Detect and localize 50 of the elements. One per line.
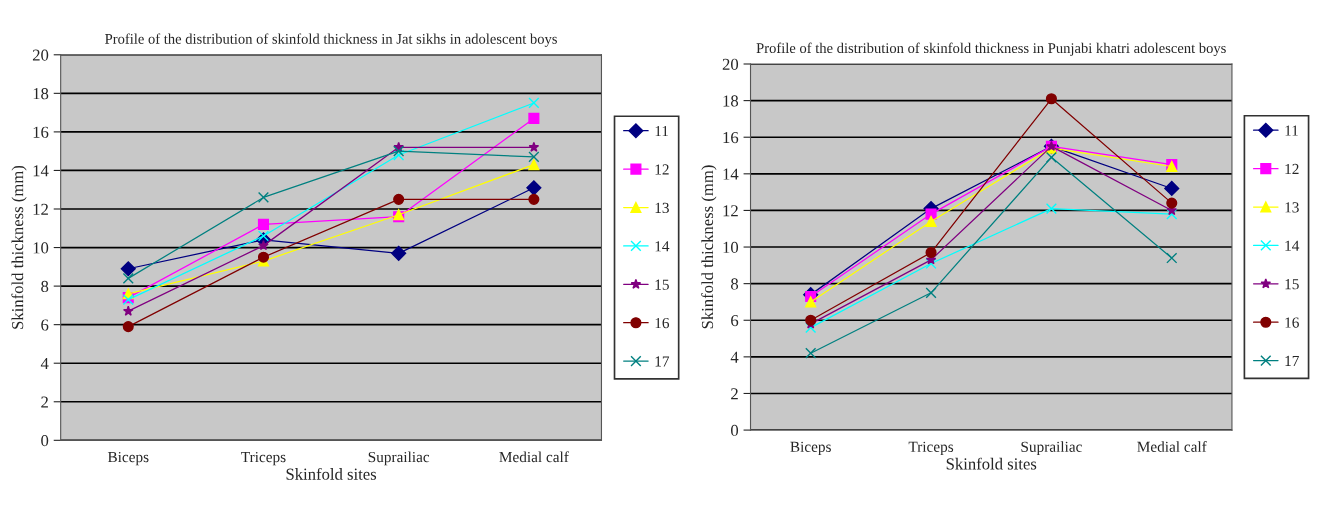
legend-label: 15 xyxy=(1285,279,1299,290)
y-tick-label: 8 xyxy=(41,280,49,293)
legend-label: 11 xyxy=(655,126,669,137)
y-tick-label: 0 xyxy=(41,435,49,447)
y-tick-label: 0 xyxy=(731,424,739,437)
y-axis-title: Skinfold thickness (mm) xyxy=(11,165,27,329)
y-tick-label: 8 xyxy=(731,278,739,290)
legend-label: 12 xyxy=(1285,163,1299,174)
x-tick-label: Biceps xyxy=(107,451,149,466)
legend-label: 17 xyxy=(655,356,670,367)
legend-label: 13 xyxy=(1285,202,1299,213)
legend-label: 15 xyxy=(655,279,669,290)
y-tick-label: 2 xyxy=(41,396,48,408)
y-tick-label: 10 xyxy=(723,241,739,253)
legend-label: 16 xyxy=(655,317,670,329)
y-tick-label: 14 xyxy=(723,168,739,180)
y-tick-label: 6 xyxy=(41,319,49,331)
y-tick-label: 14 xyxy=(33,165,49,177)
x-tick-label: Triceps xyxy=(908,441,954,456)
y-tick-label: 20 xyxy=(32,49,49,61)
y-tick-label: 12 xyxy=(33,203,48,215)
y-tick-label: 20 xyxy=(722,58,739,70)
x-axis-title: Skinfold sites xyxy=(286,467,377,480)
x-tick-label: Triceps xyxy=(241,451,286,466)
legend-label: 16 xyxy=(1285,317,1299,328)
y-tick-label: 18 xyxy=(723,95,739,107)
legend-label: 14 xyxy=(655,241,670,252)
legend-label: 12 xyxy=(655,164,669,175)
x-tick-label: Medial calf xyxy=(499,451,569,463)
legend-label: 13 xyxy=(655,202,669,214)
y-tick-label: 4 xyxy=(40,358,49,369)
y-tick-label: 6 xyxy=(731,315,739,327)
y-tick-label: 10 xyxy=(33,242,49,254)
legend-label: 17 xyxy=(1285,355,1299,366)
chart-title: Profile of the distribution of skinfold thickness in Punjabi khatri adolescent boys xyxy=(756,42,1226,57)
y-tick-label: 12 xyxy=(723,205,738,217)
y-tick-label: 4 xyxy=(730,351,739,363)
x-tick-label: Medial calf xyxy=(1137,441,1207,452)
y-tick-label: 16 xyxy=(33,126,49,138)
x-tick-label: Suprailiac xyxy=(1021,441,1082,456)
x-tick-label: Biceps xyxy=(790,441,831,456)
legend-label: 14 xyxy=(1285,240,1300,251)
y-axis-title: Skinfold thickness (mm) xyxy=(701,165,717,329)
y-tick-label: 16 xyxy=(723,131,739,144)
x-tick-label: Suprailiac xyxy=(368,451,430,466)
legend-label: 11 xyxy=(1285,125,1298,136)
x-axis-title: Skinfold sites xyxy=(946,457,1037,470)
y-tick-label: 18 xyxy=(33,88,49,100)
y-tick-label: 2 xyxy=(731,388,738,400)
chart-title: Profile of the distribution of skinfold thickness in Jat sikhs in adolescent boys xyxy=(105,33,557,47)
